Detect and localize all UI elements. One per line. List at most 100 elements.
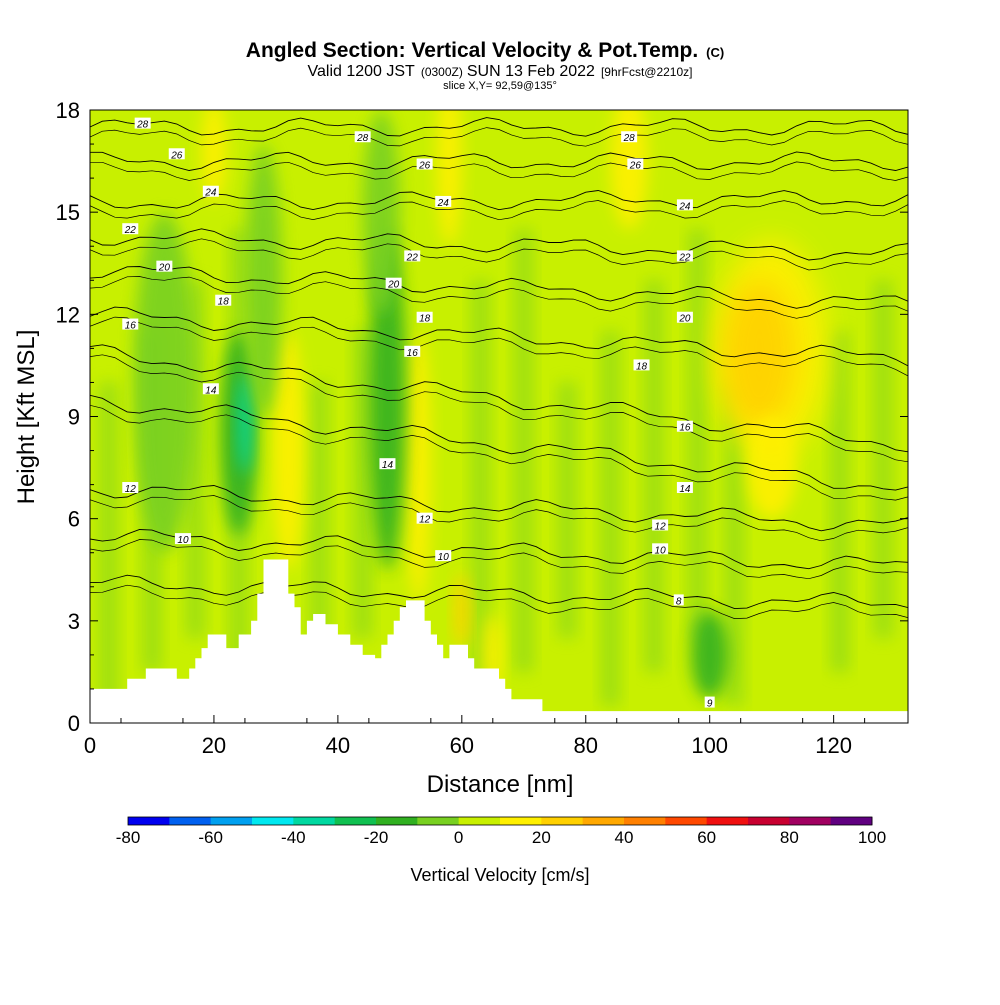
downdraft-cell bbox=[691, 610, 729, 700]
contour-label: 24 bbox=[202, 185, 219, 199]
contour-label: 22 bbox=[122, 223, 139, 236]
y-tick-label: 6 bbox=[68, 507, 80, 532]
colorbar-swatch bbox=[789, 817, 832, 825]
colorbar-swatch bbox=[334, 817, 377, 825]
updraft-cell bbox=[406, 331, 431, 604]
contour-label: 12 bbox=[122, 482, 139, 495]
downdraft-cell bbox=[237, 372, 253, 475]
downdraft-cell bbox=[133, 212, 196, 553]
colorbar-swatch bbox=[128, 817, 170, 825]
contour-label: 12 bbox=[652, 519, 669, 532]
downdraft-cell bbox=[368, 229, 407, 570]
theta-contour-line bbox=[90, 117, 908, 137]
contour-label-text: 24 bbox=[204, 188, 217, 199]
contour-label-text: 18 bbox=[419, 314, 431, 325]
contour-label: 24 bbox=[676, 199, 693, 212]
x-tick-label: 120 bbox=[815, 733, 852, 758]
colorbar-swatch bbox=[376, 817, 418, 825]
theta-contour-line bbox=[90, 316, 908, 377]
velocity-band bbox=[688, 229, 707, 638]
colorbar-tick-label: 60 bbox=[697, 828, 716, 847]
theta-contour-line bbox=[90, 190, 908, 211]
colorbar-label: Vertical Velocity [cm/s] bbox=[410, 865, 589, 885]
contour-label-text: 14 bbox=[679, 484, 691, 495]
contour-label: 10 bbox=[435, 550, 452, 563]
contour-label-text: 8 bbox=[676, 596, 682, 607]
theta-contour-line bbox=[90, 161, 908, 181]
theta-contour-line bbox=[90, 151, 908, 171]
theta-contour-line bbox=[90, 228, 908, 261]
colorbar-tick-label: -80 bbox=[116, 828, 141, 847]
contour-label-text: 10 bbox=[655, 545, 667, 556]
y-axis: 0 3 6 9 12 15 18 bbox=[56, 98, 908, 736]
contour-label-text: 28 bbox=[356, 133, 369, 144]
contour-label-text: 12 bbox=[655, 521, 667, 532]
colorbar-tick-label: -60 bbox=[198, 828, 223, 847]
contour-label: 16 bbox=[676, 420, 693, 434]
updraft-cell bbox=[722, 280, 797, 431]
theta-contour-line bbox=[90, 529, 908, 570]
contour-label: 26 bbox=[627, 158, 644, 171]
x-axis: 0 20 40 60 80 100 120 bbox=[84, 715, 866, 758]
contour-label-text: 20 bbox=[387, 280, 400, 291]
contour-label: 28 bbox=[621, 131, 638, 144]
contour-label: 22 bbox=[404, 250, 421, 263]
velocity-band bbox=[558, 382, 577, 638]
contour-label-text: 20 bbox=[158, 263, 171, 274]
theta-contour-line bbox=[90, 404, 908, 501]
y-tick-label: 9 bbox=[68, 405, 80, 430]
velocity-band bbox=[99, 382, 118, 706]
updraft-cell bbox=[201, 110, 227, 202]
contour-label-text: 10 bbox=[438, 552, 450, 563]
subtitle-fcst: [9hrFcst@2210z] bbox=[601, 65, 693, 79]
contour-label: 9 bbox=[704, 696, 715, 710]
colorbar-swatch bbox=[830, 817, 873, 825]
colorbar-swatch bbox=[210, 817, 253, 825]
velocity-band bbox=[353, 331, 372, 638]
chart-title: Angled Section: Vertical Velocity & Pot.… bbox=[246, 39, 724, 62]
contour-label-text: 16 bbox=[125, 321, 137, 332]
contour-label: 26 bbox=[168, 148, 185, 161]
y-tick-label: 0 bbox=[68, 711, 80, 736]
contour-label-text: 28 bbox=[136, 120, 149, 131]
contour-label-text: 22 bbox=[406, 252, 419, 263]
contour-label: 12 bbox=[416, 512, 433, 526]
contour-label: 14 bbox=[379, 458, 396, 471]
plot-area: 28 28 28 26 26 26 24 24 24 22 22 22 20 20 20 18 18 18 16 16… bbox=[90, 110, 908, 723]
contour-label: 28 bbox=[134, 117, 151, 131]
terrain-mask bbox=[90, 559, 908, 723]
colorbar-swatch bbox=[541, 817, 584, 825]
velocity-cells bbox=[133, 110, 828, 700]
colorbar-swatch bbox=[706, 817, 749, 825]
velocity-band bbox=[874, 280, 893, 638]
contour-label-text: 26 bbox=[629, 160, 642, 171]
contour-label-text: 18 bbox=[218, 297, 230, 308]
contour-label-text: 14 bbox=[382, 460, 394, 471]
subtitle-z: (0300Z) bbox=[421, 65, 463, 79]
colorbar-swatch bbox=[624, 817, 666, 825]
theta-contour-line bbox=[90, 495, 908, 542]
theta-contour-line bbox=[90, 266, 908, 309]
theta-contour-line bbox=[90, 200, 908, 221]
velocity-band bbox=[310, 382, 329, 672]
contour-label: 20 bbox=[156, 260, 173, 274]
updraft-cell bbox=[610, 110, 648, 230]
theta-contour-line bbox=[90, 584, 908, 619]
y-tick-label: 3 bbox=[68, 609, 80, 634]
x-tick-label: 80 bbox=[574, 733, 598, 758]
theta-contour-line bbox=[90, 485, 908, 532]
contour-label: 26 bbox=[416, 158, 433, 171]
velocity-band bbox=[830, 331, 849, 672]
colorbar-tick-label: -20 bbox=[364, 828, 389, 847]
contour-label: 20 bbox=[676, 311, 693, 325]
updraft-cell bbox=[746, 416, 797, 519]
colorbar-tick-label: 0 bbox=[454, 828, 463, 847]
velocity-band bbox=[601, 331, 620, 706]
contour-label: 18 bbox=[633, 359, 650, 372]
y-axis-label: Height [Kft MSL] bbox=[13, 330, 40, 505]
colorbar-swatch bbox=[458, 817, 501, 825]
colorbar-tick-label: -40 bbox=[281, 828, 306, 847]
contour-label-text: 10 bbox=[177, 535, 189, 546]
contour-label-text: 24 bbox=[678, 201, 691, 212]
